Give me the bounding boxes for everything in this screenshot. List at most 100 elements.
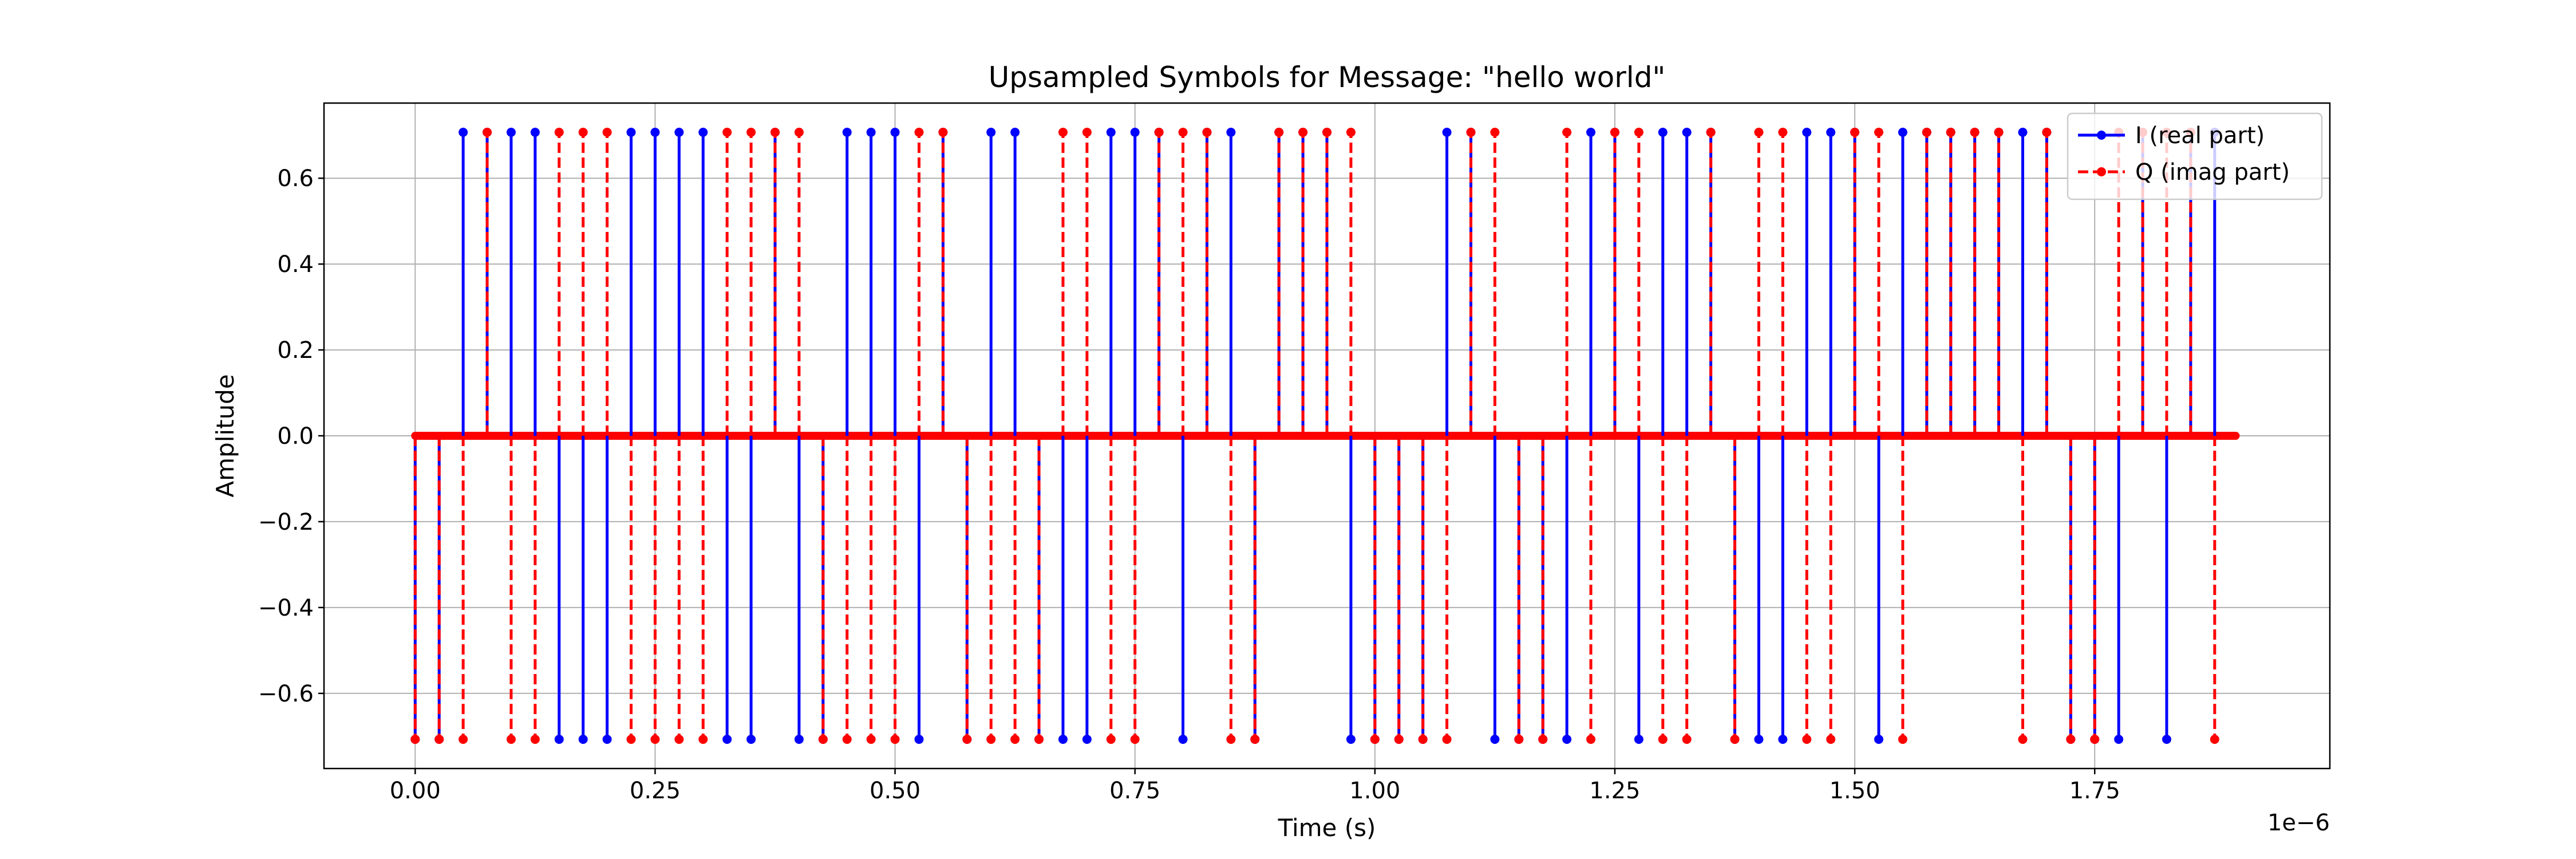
x-tick-label: 1.75: [2069, 778, 2120, 804]
stem-marker: [1634, 735, 1643, 744]
stem-marker: [1442, 735, 1452, 744]
x-tick-label: 0.25: [630, 778, 681, 804]
stem-marker: [1130, 127, 1140, 137]
x-tick-label: 1.50: [1830, 778, 1880, 804]
stem-marker: [1346, 127, 1356, 137]
stem-marker: [1106, 127, 1116, 137]
stem-marker: [1178, 735, 1188, 744]
stem-marker: [1082, 127, 1092, 137]
stem-marker: [506, 735, 516, 744]
stem-marker: [1178, 127, 1188, 137]
stem-marker: [1538, 735, 1548, 744]
legend-i-marker: [2097, 131, 2106, 140]
stem-marker: [1802, 127, 1812, 137]
stem-marker: [1730, 735, 1740, 744]
stem-marker: [483, 127, 492, 137]
stem-marker: [1226, 127, 1236, 137]
stem-marker: [1754, 127, 1764, 137]
stem-marker: [1970, 127, 1980, 137]
stem-marker: [1658, 735, 1668, 744]
stem-marker: [1634, 127, 1643, 137]
stem-marker: [698, 735, 708, 744]
stem-marker: [1010, 127, 1020, 137]
stem-marker: [1418, 735, 1428, 744]
stem-marker: [1298, 127, 1308, 137]
stem-marker: [2114, 735, 2124, 744]
stem-marker: [1250, 735, 1260, 744]
stem-marker: [1154, 127, 1164, 137]
y-tick-label: 0.2: [277, 337, 314, 364]
stem-marker: [459, 127, 468, 137]
stem-marker: [962, 735, 972, 744]
stem-marker: [626, 735, 636, 744]
stem-marker: [1082, 735, 1092, 744]
stem-marker: [1106, 735, 1116, 744]
legend-box: [2067, 112, 2323, 200]
chart-title: Upsampled Symbols for Message: "hello wo…: [989, 61, 1666, 94]
stem-marker: [1058, 127, 1068, 137]
stem-marker: [1826, 127, 1836, 137]
stem-marker: [1226, 735, 1236, 744]
stem-marker: [1562, 735, 1572, 744]
stem-marker: [914, 127, 924, 137]
legend-i-label: I (real part): [2135, 123, 2265, 149]
stem-marker: [1754, 735, 1764, 744]
stem-marker: [650, 735, 660, 744]
stem-marker: [1706, 127, 1716, 137]
x-axis-label: Time (s): [1278, 814, 1376, 842]
stem-marker: [722, 127, 732, 137]
stem-marker: [1346, 735, 1356, 744]
stem-marker: [554, 127, 564, 137]
y-tick-label: −0.6: [258, 681, 314, 707]
stem-marker: [2162, 735, 2171, 744]
stem-marker: [506, 127, 516, 137]
y-tick-label: 0.0: [277, 423, 314, 450]
stem-marker: [842, 735, 852, 744]
stem-marker: [1514, 735, 1524, 744]
stem-marker: [554, 735, 564, 744]
stem-marker: [2042, 127, 2052, 137]
y-tick-label: −0.2: [258, 509, 314, 535]
stem-marker: [1802, 735, 1812, 744]
stem-marker: [938, 127, 948, 137]
stem-marker: [794, 127, 804, 137]
stem-marker: [1466, 127, 1476, 137]
stem-marker: [2210, 735, 2219, 744]
x-axis-ticks: 0.00 0.25 0.50 0.75 1.00 1.25 1.50 1.75: [390, 769, 2120, 804]
stem-marker: [1778, 735, 1788, 744]
stem-marker: [1682, 127, 1692, 137]
stem-marker: [1586, 735, 1596, 744]
stem-marker: [1586, 127, 1596, 137]
stem-marker: [1874, 735, 1884, 744]
stem-marker: [1922, 127, 1931, 137]
stem-marker: [770, 127, 780, 137]
stem-marker: [1394, 735, 1404, 744]
series-layer: [410, 127, 2219, 744]
stem-marker: [1322, 127, 1332, 137]
stem-marker: [434, 735, 444, 744]
stem-marker: [1682, 735, 1692, 744]
y-tick-label: −0.4: [258, 595, 314, 621]
stem-marker: [1826, 735, 1836, 744]
stem-marker: [986, 127, 996, 137]
x-tick-label: 1.00: [1349, 778, 1400, 804]
y-axis-ticks: −0.6 −0.4 −0.2 0.0 0.2 0.4 0.6: [258, 166, 324, 707]
x-scale-offset-label: 1e−6: [2267, 810, 2330, 836]
stem-marker: [1010, 735, 1020, 744]
stem-marker: [674, 735, 684, 744]
stem-marker: [890, 735, 900, 744]
stem-marker: [866, 735, 876, 744]
stem-marker: [578, 127, 588, 137]
stem-marker: [602, 127, 612, 137]
stem-marker: [746, 127, 756, 137]
stem-marker: [818, 735, 828, 744]
x-tick-label: 0.50: [870, 778, 920, 804]
stem-marker: [1874, 127, 1884, 137]
legend: I (real part) Q (imag part): [2067, 112, 2323, 200]
series-q: [410, 127, 2219, 744]
stem-marker: [1202, 127, 1212, 137]
stem-marker: [794, 735, 804, 744]
stem-marker: [626, 127, 636, 137]
x-tick-label: 0.75: [1109, 778, 1160, 804]
